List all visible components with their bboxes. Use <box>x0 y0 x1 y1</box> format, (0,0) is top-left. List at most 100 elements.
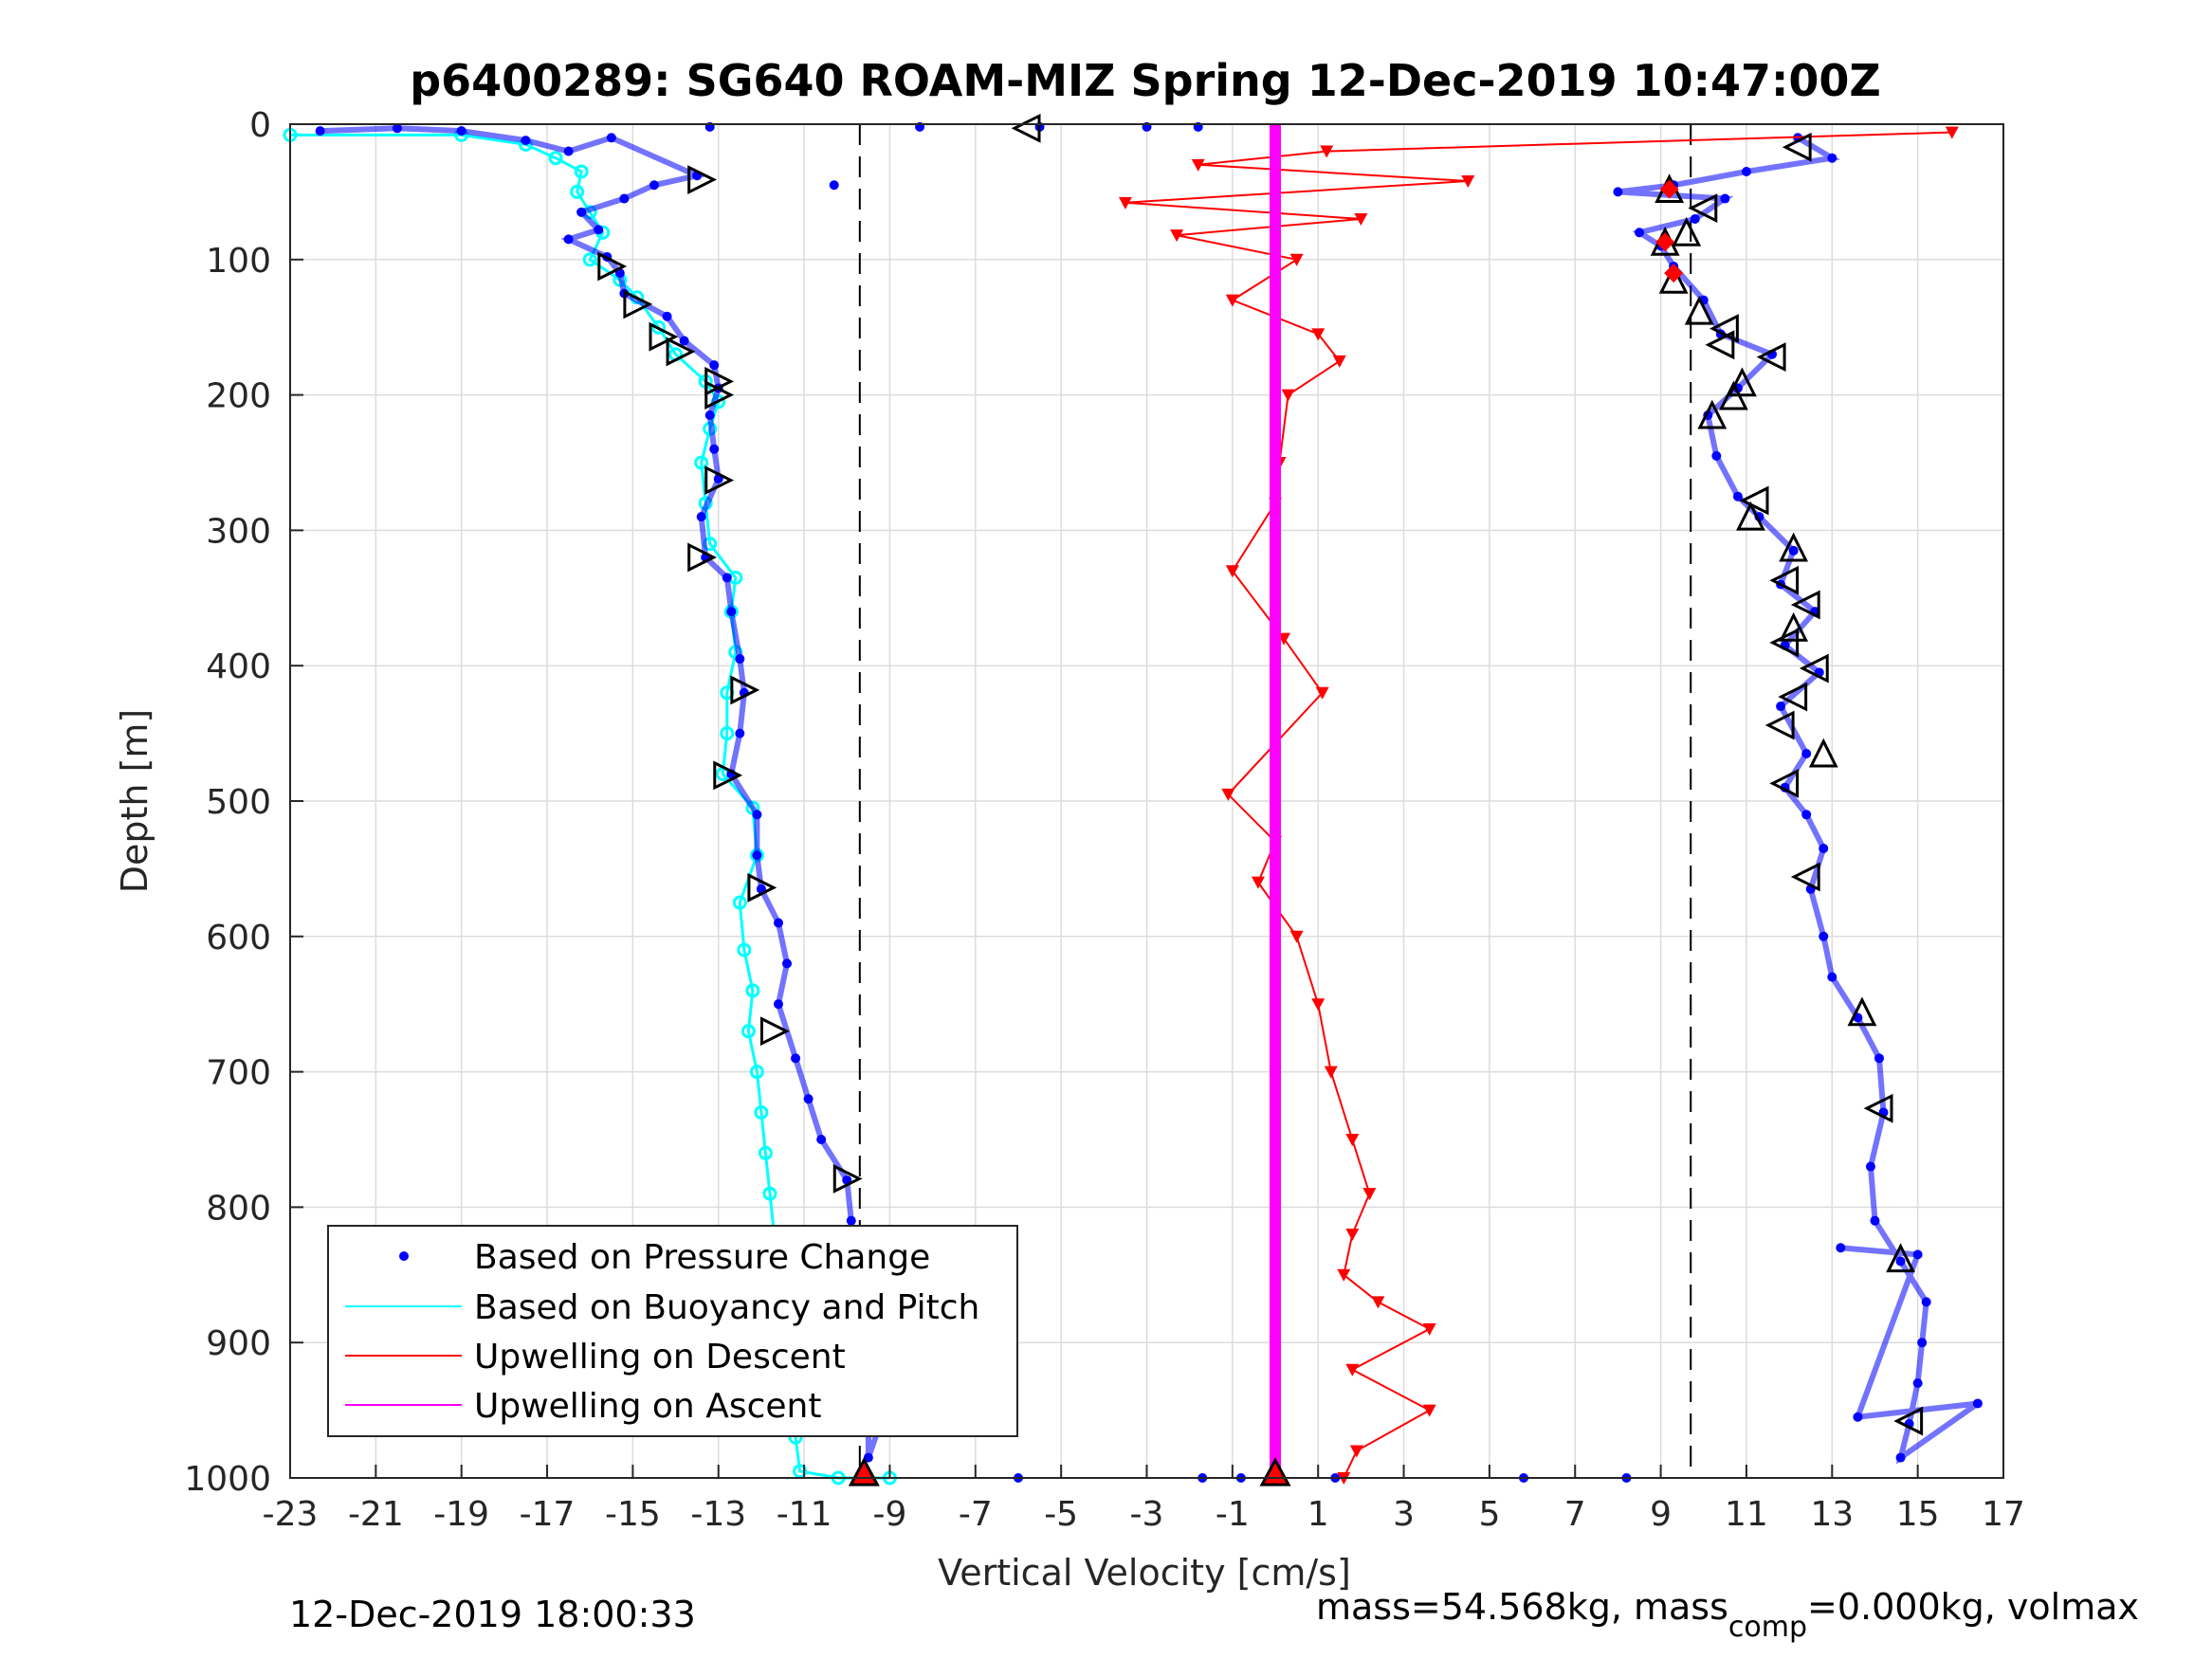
dive-open-triangle <box>1011 113 1041 143</box>
climb-open-triangle <box>1799 653 1829 684</box>
legend-label-buoyancy: Based on Buoyancy and Pitch <box>474 1288 979 1327</box>
legend-label-pressure: Based on Pressure Change <box>474 1238 930 1277</box>
x-tick-label: 15 <box>1896 1495 1940 1534</box>
upwelling-descent-point <box>1345 1134 1360 1146</box>
dive-open-triangle <box>832 1163 863 1194</box>
x-tick-label: 1 <box>1307 1495 1329 1534</box>
upwelling-descent-point <box>1251 876 1265 889</box>
buoyancy-point <box>582 252 597 267</box>
x-tick-label: -9 <box>872 1495 906 1534</box>
x-tick-label: 9 <box>1650 1495 1672 1534</box>
climb-open-triangle <box>1847 996 1877 1027</box>
upwelling-descent-point <box>1945 126 1959 139</box>
x-tick-label: 17 <box>1982 1495 2025 1534</box>
upwelling-descent-point <box>1221 788 1235 801</box>
climb-open-triangle <box>1658 264 1689 294</box>
upwelling-descent-point <box>1118 196 1132 210</box>
legend-box <box>327 1225 1018 1437</box>
dive-open-triangle <box>713 760 743 791</box>
buoyancy-point <box>740 1024 756 1039</box>
upwelling-descent-point <box>1289 930 1304 943</box>
upwelling-descent-point <box>1371 1296 1385 1309</box>
upwelling-descent-point <box>1281 389 1295 402</box>
footer-timestamp: 12-Dec-2019 18:00:33 <box>289 1594 696 1635</box>
x-tick-label: -21 <box>348 1495 404 1534</box>
legend-label-ascent: Upwelling on Ascent <box>474 1387 821 1426</box>
x-tick-label: -15 <box>605 1495 661 1534</box>
climb-open-triangle <box>1764 710 1795 740</box>
buoyancy-point <box>749 1065 764 1080</box>
y-tick-label: 600 <box>206 919 271 957</box>
upwelling-descent-point <box>1422 1404 1436 1417</box>
dive-open-triangle <box>730 675 760 705</box>
y-tick-label: 700 <box>206 1054 271 1093</box>
buoyancy-point <box>548 151 563 166</box>
legend-label-descent: Upwelling on Descent <box>474 1338 846 1376</box>
legend-swatch-pressure <box>399 1251 409 1261</box>
pressure-climb-trace <box>1618 135 1980 1465</box>
climb-open-triangle <box>1863 1093 1893 1123</box>
climb-open-triangle <box>1769 769 1800 798</box>
dive-open-triangle <box>666 337 696 367</box>
dive-open-triangle <box>759 1016 790 1047</box>
upwelling-descent-point <box>1422 1322 1436 1336</box>
y-tick-label: 100 <box>206 242 271 281</box>
buoyancy-point <box>745 983 760 998</box>
buoyancy-point <box>694 455 709 470</box>
dive-open-triangle <box>747 872 777 902</box>
upwelling-descent-point <box>1345 1363 1360 1376</box>
dive-open-triangle <box>687 542 718 573</box>
buoyancy-point <box>737 942 752 957</box>
upwelling-descent-point <box>1191 158 1205 172</box>
upwelling-descent-point <box>1362 1188 1377 1201</box>
climb-open-triangle <box>1756 342 1786 373</box>
upwelling-descent-point <box>1315 686 1329 700</box>
y-tick-label: 1000 <box>184 1460 271 1499</box>
x-tick-label: 7 <box>1564 1495 1586 1534</box>
upwelling-descent-point <box>1345 1228 1360 1241</box>
y-tick-label: 400 <box>206 647 271 686</box>
x-axis-label: Vertical Velocity [cm/s] <box>938 1552 1351 1594</box>
red-filled-diamond <box>1655 232 1675 252</box>
pressure-dive-trace <box>320 125 914 1459</box>
buoyancy-point <box>570 184 585 199</box>
climb-open-triangle <box>1769 565 1800 595</box>
x-tick-label: -5 <box>1044 1495 1078 1534</box>
y-tick-label: 300 <box>206 512 271 551</box>
climb-open-triangle <box>1705 330 1735 360</box>
dive-open-triangle <box>687 165 718 194</box>
x-tick-label: -17 <box>520 1495 576 1534</box>
climb-open-triangle <box>1688 193 1718 223</box>
dive-open-triangle <box>649 321 679 352</box>
x-tick-label: -13 <box>690 1495 746 1534</box>
upwelling-descent-point <box>1311 328 1325 341</box>
x-axis-ticks: -23 -21 -19 -17 -15 -13 -11 -9 -7 -5 -3 -1 1 3 5 7 9 11 13… <box>263 1465 2025 1534</box>
dive-open-triangle <box>597 251 628 282</box>
upwelling-descent-point <box>1311 998 1325 1012</box>
x-tick-label: -11 <box>777 1495 832 1534</box>
climb-open-triangle <box>1709 314 1739 344</box>
footer-mass-subscript: comp <box>1728 1611 1807 1644</box>
climb-open-triangle <box>1697 399 1728 429</box>
upwelling-descent-point <box>1225 565 1239 578</box>
x-tick-label: 5 <box>1478 1495 1500 1534</box>
climb-open-triangle <box>1808 738 1838 768</box>
climb-open-triangle <box>1790 862 1820 892</box>
climb-open-triangle <box>1790 590 1820 620</box>
buoyancy-point <box>758 1145 773 1160</box>
dive-open-triangle <box>704 465 735 495</box>
x-tick-label: -19 <box>433 1495 489 1534</box>
climb-open-triangle <box>1736 501 1765 531</box>
y-tick-label: 900 <box>206 1324 271 1363</box>
pressure-point <box>829 180 839 191</box>
upwelling-descent-point <box>1289 253 1304 266</box>
footer-mass-prefix: mass=54.568kg, mass <box>1316 1586 1728 1628</box>
upwelling-descent-point <box>1225 294 1239 307</box>
climb-open-triangle <box>1684 295 1714 325</box>
buoyancy-point <box>574 164 589 179</box>
x-tick-label: 3 <box>1393 1495 1415 1534</box>
climb-open-triangle <box>1672 216 1702 246</box>
x-tick-label: -23 <box>263 1495 319 1534</box>
climb-open-triangle <box>1779 611 1809 642</box>
buoyancy-point <box>720 726 735 741</box>
